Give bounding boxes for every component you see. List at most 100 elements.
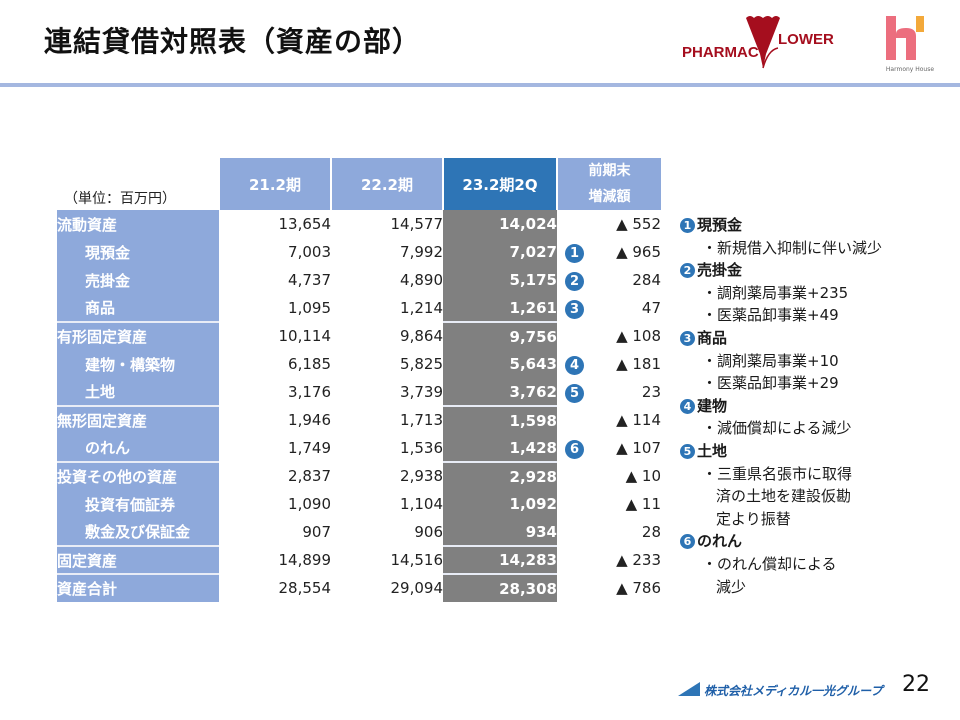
flower-icon <box>746 16 780 69</box>
row-label: のれん <box>57 434 219 462</box>
note-number-badge: 3 <box>565 300 584 319</box>
value-23-2-2q: 1,598 <box>443 405 557 434</box>
row-label: 敷金及び保証金 <box>57 518 219 546</box>
note-heading: 2 売掛金 <box>680 259 882 282</box>
change-amount: 23 <box>641 383 661 401</box>
value-change: 6 ▲ 107 <box>557 434 661 462</box>
value-21-2: 14,899 <box>278 551 332 569</box>
table-row: 固定資産 14,899 14,516 14,283 ▲ 233 <box>57 545 661 574</box>
table-row: 流動資産 13,654 14,577 14,024 ▲ 552 <box>57 210 661 238</box>
value-22-2: 7,992 <box>400 243 443 261</box>
balance-sheet-table: 21.2期 22.2期 23.2期2Q 前期末 増減額 流動資産 13,654 14… <box>57 158 661 602</box>
value-22-2: 1,104 <box>400 495 443 513</box>
value-22-2: 3,739 <box>400 383 443 401</box>
table-row: 投資有価証券 1,090 1,104 1,092 ▲ 11 <box>57 490 661 518</box>
logo-text-left: PHARMAC <box>682 44 759 61</box>
row-label: 土地 <box>57 378 219 406</box>
value-23-2-2q: 1,092 <box>443 490 557 518</box>
table-row: 商品 1,095 1,214 1,261 3 47 <box>57 294 661 322</box>
note-title: 建物 <box>697 396 728 415</box>
column-header-change: 前期末 増減額 <box>556 158 661 210</box>
company-logo: 株式会社メディカル一光グループ <box>678 680 888 700</box>
table-row: 建物・構築物 6,185 5,825 5,643 4 ▲ 181 <box>57 350 661 378</box>
note-title: 売掛金 <box>697 261 743 280</box>
column-header-22-2: 22.2期 <box>330 158 443 210</box>
note-number-badge: 4 <box>565 356 584 375</box>
value-22-2: 2,938 <box>400 467 443 485</box>
change-amount: ▲ 11 <box>625 495 661 513</box>
page-number: 22 <box>902 672 930 697</box>
value-23-2-2q: 9,756 <box>443 321 557 350</box>
value-change: 4 ▲ 181 <box>557 350 661 378</box>
value-change: ▲ 786 <box>557 574 661 602</box>
note-heading: 1 現預金 <box>680 214 882 237</box>
value-21-2: 2,837 <box>288 467 331 485</box>
value-change: 3 47 <box>557 294 661 322</box>
value-23-2-2q: 2,928 <box>443 461 557 490</box>
header-divider <box>0 83 960 87</box>
note-item: 済の土地を建設仮勘 <box>716 487 852 506</box>
value-21-2: 907 <box>302 523 331 541</box>
note-item: ・調剤薬局事業+10 <box>702 351 839 370</box>
value-22-2: 1,536 <box>400 439 443 457</box>
column-header-21-2: 21.2期 <box>218 158 331 210</box>
note-title: のれん <box>697 532 743 551</box>
row-label: 固定資産 <box>57 545 219 574</box>
note-item: ・新規借入抑制に伴い減少 <box>702 238 883 257</box>
value-22-2: 906 <box>414 523 443 541</box>
note-item: ・減価償却による減少 <box>702 419 852 438</box>
row-label: 投資有価証券 <box>57 490 219 518</box>
pharmacy-flower-logo: PHARMAC LOWER <box>682 12 834 72</box>
value-change: ▲ 10 <box>557 462 661 490</box>
change-amount: ▲ 965 <box>616 243 661 261</box>
row-label: 資産合計 <box>57 573 219 602</box>
note-heading: 4 建物 <box>680 395 882 418</box>
value-change: 1 ▲ 965 <box>557 238 661 266</box>
table-row: 有形固定資産 10,114 9,864 9,756 ▲ 108 <box>57 321 661 350</box>
value-21-2: 6,185 <box>288 355 331 373</box>
change-amount: ▲ 552 <box>616 215 661 233</box>
note-title: 商品 <box>697 328 728 347</box>
table-row: のれん 1,749 1,536 1,428 6 ▲ 107 <box>57 434 661 462</box>
row-label: 商品 <box>57 294 219 322</box>
value-22-2: 5,825 <box>400 355 443 373</box>
value-22-2: 1,713 <box>400 411 443 429</box>
note-number-badge: 1 <box>565 244 584 263</box>
note-number-icon: 4 <box>680 398 695 414</box>
note-number-icon: 3 <box>680 330 695 346</box>
note-heading: 3 商品 <box>680 327 882 350</box>
value-21-2: 1,749 <box>288 439 331 457</box>
note-number-icon: 1 <box>680 217 695 233</box>
logo-text-right: LOWER <box>778 31 834 48</box>
h-letter-icon <box>886 16 924 60</box>
value-change: ▲ 233 <box>557 546 661 574</box>
value-22-2: 4,890 <box>400 271 443 289</box>
value-21-2: 7,003 <box>288 243 331 261</box>
value-21-2: 1,095 <box>288 299 331 317</box>
row-label: 売掛金 <box>57 266 219 294</box>
value-23-2-2q: 3,762 <box>443 378 557 406</box>
value-change: ▲ 552 <box>557 210 661 238</box>
value-23-2-2q: 7,027 <box>443 238 557 266</box>
triangle-logo-icon <box>678 682 700 696</box>
note-heading: 6 のれん <box>680 530 882 553</box>
value-21-2: 28,554 <box>278 579 332 597</box>
note-title: 土地 <box>697 441 728 460</box>
header-spacer <box>57 158 219 210</box>
note-number-icon: 6 <box>680 534 695 550</box>
note-item: ・医薬品卸事業+49 <box>702 306 839 325</box>
table-row: 売掛金 4,737 4,890 5,175 2 284 <box>57 266 661 294</box>
note-item: ・調剤薬局事業+235 <box>702 283 849 302</box>
harmony-house-caption: Harmony House <box>885 66 935 73</box>
change-amount: 47 <box>641 299 661 317</box>
value-change: ▲ 11 <box>557 490 661 518</box>
column-header-change-line2: 増減額 <box>588 189 631 205</box>
value-23-2-2q: 5,643 <box>443 350 557 378</box>
value-change: 28 <box>557 518 661 546</box>
table-row: 無形固定資産 1,946 1,713 1,598 ▲ 114 <box>57 405 661 434</box>
value-22-2: 14,516 <box>390 551 444 569</box>
note-item: ・三重県名張市に取得 <box>702 464 853 483</box>
row-label: 流動資産 <box>57 210 219 238</box>
row-label: 有形固定資産 <box>57 321 219 350</box>
value-23-2-2q: 14,024 <box>443 210 557 238</box>
